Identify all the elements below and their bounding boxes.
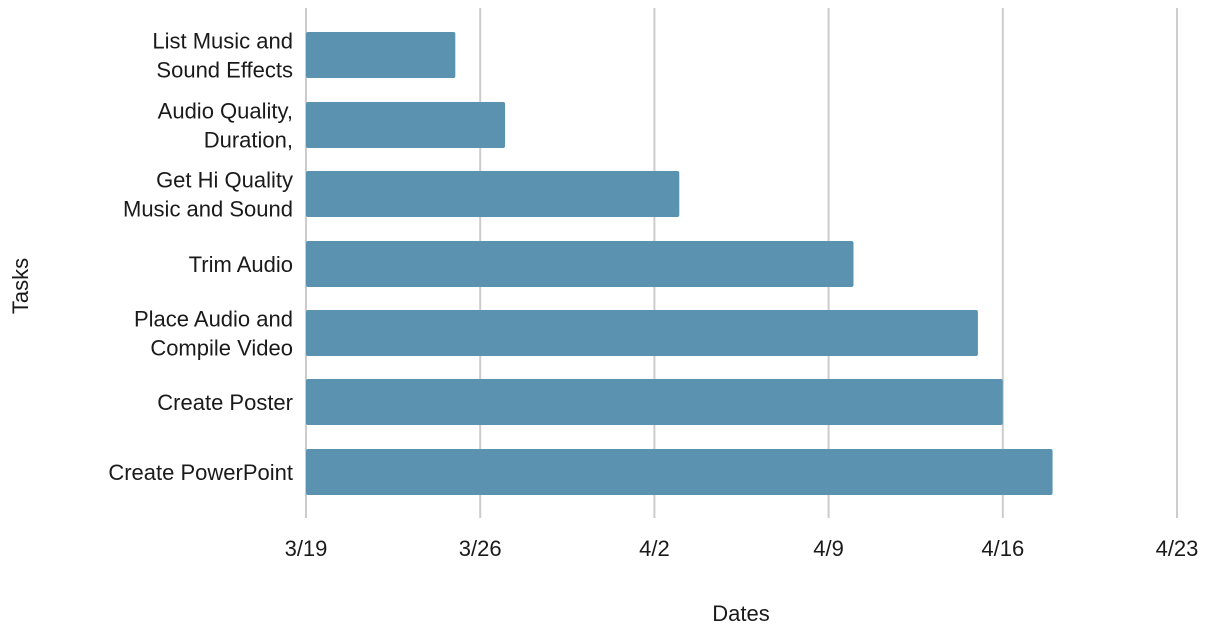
x-axis-title: Dates — [712, 601, 769, 626]
x-tick-label: 3/19 — [285, 536, 328, 561]
task-bar — [306, 310, 978, 356]
x-tick-label: 4/23 — [1156, 536, 1199, 561]
x-tick-label: 4/16 — [981, 536, 1024, 561]
task-label: Audio Quality, — [158, 99, 293, 124]
task-label: Place Audio and — [134, 307, 293, 332]
task-bar — [306, 171, 680, 217]
task-label: Create Poster — [157, 390, 293, 415]
task-bar — [306, 379, 1003, 425]
task-label: Music and Sound — [123, 197, 293, 222]
task-bar — [306, 32, 456, 78]
task-bar — [306, 102, 506, 148]
y-axis-title: Tasks — [8, 258, 33, 314]
task-label: Compile Video — [150, 336, 293, 361]
task-label: Create PowerPoint — [108, 460, 293, 485]
x-tick-label: 4/2 — [639, 536, 670, 561]
task-bar — [306, 449, 1053, 495]
task-label: Trim Audio — [189, 252, 293, 277]
x-tick-label: 4/9 — [813, 536, 844, 561]
x-tick-label: 3/26 — [459, 536, 502, 561]
task-label: Sound Effects — [156, 58, 293, 83]
task-label: List Music and — [152, 29, 293, 54]
task-label: Duration, — [204, 128, 293, 153]
task-label: Get Hi Quality — [156, 168, 293, 193]
task-bar — [306, 241, 854, 287]
